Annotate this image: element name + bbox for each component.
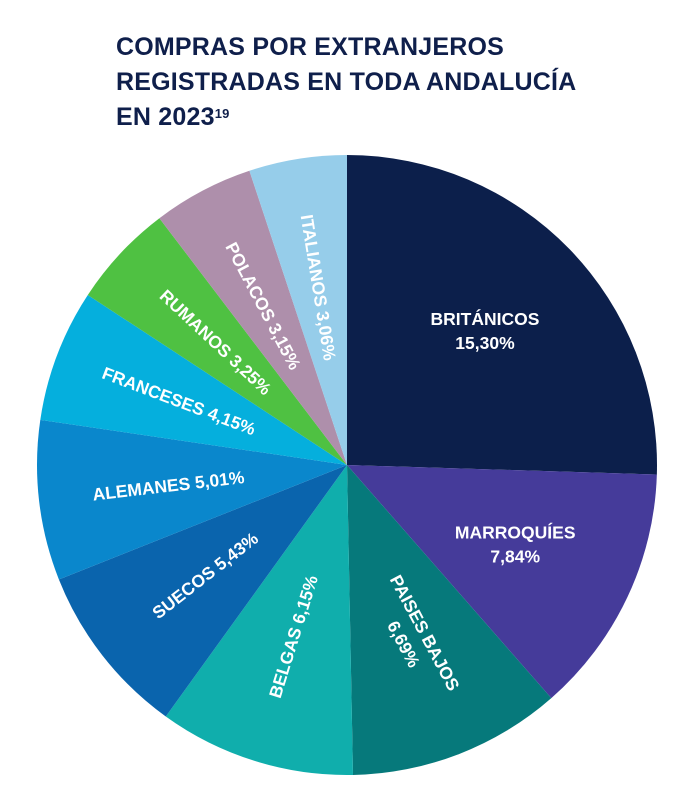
title-line: EN 202319 xyxy=(116,100,636,135)
pie-slice-franceses xyxy=(40,294,347,465)
pie-slice-suecos xyxy=(58,465,347,717)
title-line: REGISTRADAS EN TODA ANDALUCÍA xyxy=(116,68,577,96)
pie-slice-paises-bajos xyxy=(347,465,552,775)
pie-slice-italianos xyxy=(249,155,347,465)
pie-slice-belgas xyxy=(165,465,354,775)
data-label: 7,84% xyxy=(490,546,540,566)
slice-label: MARROQUÍES 7,84% xyxy=(455,521,576,566)
slice-label: BRITÁNICOS 15,30% xyxy=(431,308,540,353)
title-line-text: EN 2023 xyxy=(116,103,215,131)
pie-slice-alemanes xyxy=(36,419,347,580)
pie-slice-polacos xyxy=(159,170,347,465)
title-line: COMPRAS POR EXTRANJEROS xyxy=(116,33,504,61)
pie-slice-marroqu-es xyxy=(347,465,657,699)
data-label: BRITÁNICOS xyxy=(431,308,540,329)
data-label: 15,30% xyxy=(455,333,515,353)
data-label: MARROQUÍES xyxy=(455,521,576,542)
pie-slice-brit-nicos xyxy=(347,155,658,475)
title-footnote: 19 xyxy=(214,106,230,121)
pie-slice-rumanos xyxy=(87,218,347,465)
chart-title: COMPRAS POR EXTRANJEROS REGISTRADAS EN T… xyxy=(116,30,636,135)
